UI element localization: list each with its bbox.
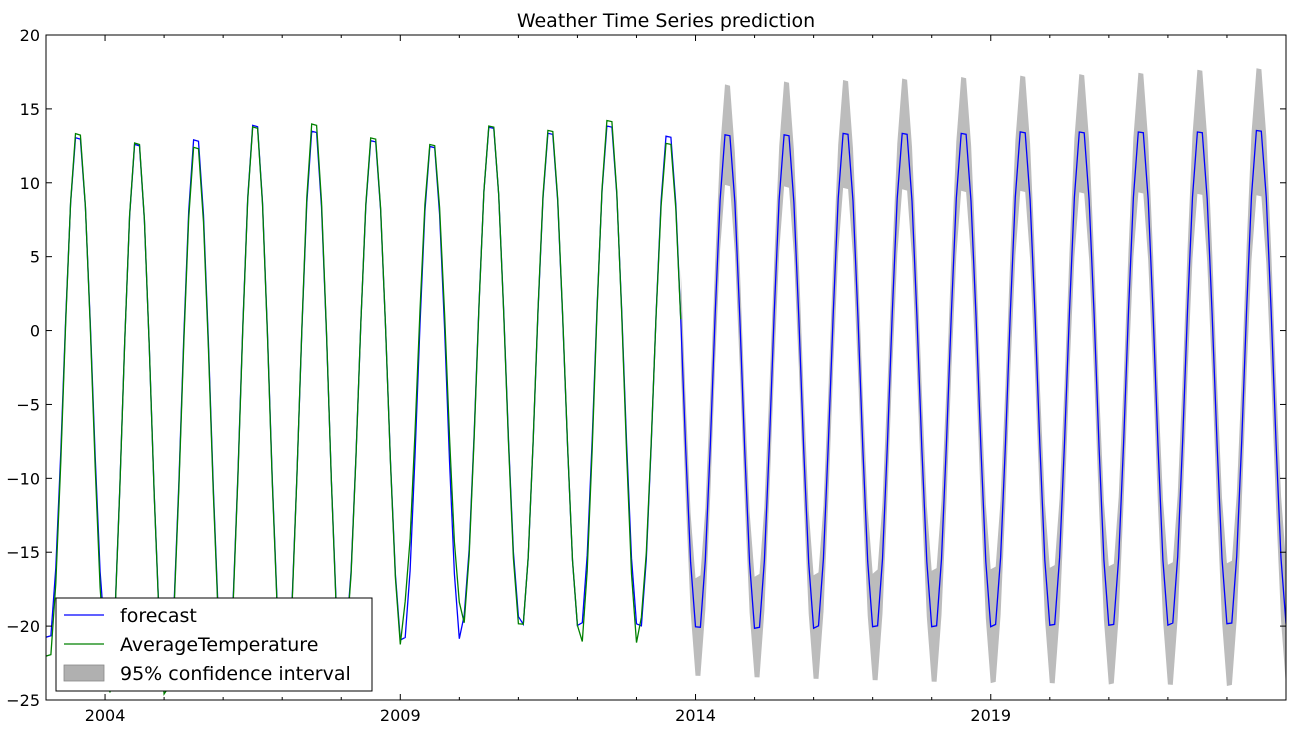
forecast-line: [46, 124, 1286, 694]
x-tick-label: 2019: [970, 706, 1011, 725]
legend-box: [55, 597, 373, 692]
y-tick-label: −25: [6, 691, 40, 710]
confidence-interval-band: [680, 68, 1286, 687]
legend-label-average-temperature: AverageTemperature: [120, 634, 318, 656]
average-temperature-line: [46, 119, 682, 696]
legend-label-forecast: forecast: [120, 605, 197, 627]
axes: 20 15 10 5 0 −5 −10 −15 −20 −25 2004 2009 2014 2019: [6, 26, 1287, 725]
plot-frame: [45, 34, 1287, 701]
series-lines-layer: [46, 119, 1286, 696]
x-tick-label: 2009: [380, 706, 421, 725]
y-tick-label: 10: [20, 174, 40, 193]
legend-label-confidence-interval: 95% confidence interval: [120, 663, 351, 685]
y-tick-label: −5: [16, 395, 40, 414]
y-tick-label: 15: [20, 100, 40, 119]
y-tick-label: −20: [6, 617, 40, 636]
chart-title: Weather Time Series prediction: [517, 10, 815, 32]
y-tick-label: −15: [6, 543, 40, 562]
y-tick-label: −10: [6, 469, 40, 488]
legend: forecast AverageTemperature 95% confiden…: [55, 597, 373, 692]
confidence-band-layer: [680, 68, 1286, 687]
x-tick-label: 2004: [85, 706, 126, 725]
y-tick-label: 0: [30, 322, 40, 341]
legend-swatch-confidence-interval: [63, 664, 105, 682]
x-tick-label: 2014: [675, 706, 716, 725]
y-tick-label: 5: [30, 248, 40, 267]
y-tick-label: 20: [20, 26, 40, 45]
